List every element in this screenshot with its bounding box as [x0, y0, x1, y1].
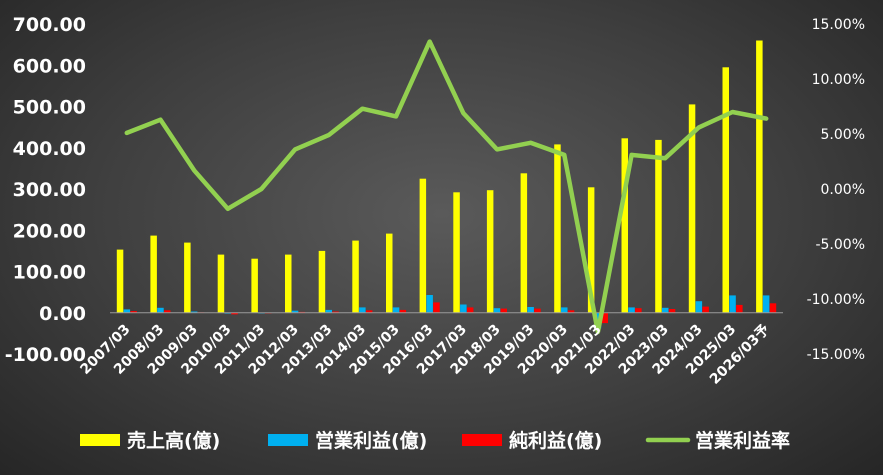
y-right-tick-label: -15.00% [807, 347, 865, 363]
bar-net-profit-6 [332, 311, 339, 313]
legend-swatch [268, 434, 308, 446]
legend-label: 営業利益(億) [315, 429, 427, 452]
y-right-tick-label: 0.00% [821, 182, 865, 198]
bar-sales-9 [419, 178, 427, 313]
bar-operating-profit-17 [695, 301, 703, 313]
y-left-tick-label: -100.00 [5, 344, 86, 366]
bar-sales-1 [150, 235, 157, 313]
y-left-tick-label: 400.00 [13, 138, 86, 160]
line-layer [124, 39, 769, 335]
y-left-tick-label: 500.00 [13, 97, 86, 119]
bar-net-profit-17 [702, 306, 709, 313]
y-left-tick-label: 700.00 [13, 14, 86, 36]
bar-net-profit-15 [635, 308, 642, 313]
bar-net-profit-11 [500, 308, 507, 313]
y-right-tick-label: -10.00% [807, 292, 865, 308]
bar-operating-profit-6 [325, 309, 332, 313]
legend-swatch [80, 434, 120, 446]
bar-operating-profit-1 [157, 307, 164, 313]
bar-sales-5 [285, 254, 292, 313]
bar-sales-0 [116, 249, 124, 313]
legend-swatch [462, 434, 502, 446]
bar-operating-profit-0 [123, 309, 131, 313]
bar-net-profit-9 [433, 302, 440, 313]
bar-operating-profit-18 [729, 295, 736, 313]
x-axis: 2007/032008/032009/032010/032011/032012/… [77, 322, 773, 388]
legend: 売上高(億) 営業利益(億) 純利益(億) 営業利益率 [80, 429, 790, 452]
bar-sales-10 [453, 192, 460, 313]
bar-operating-profit-16 [662, 307, 669, 313]
bar-sales-12 [520, 173, 528, 313]
y-axis-right: -15.00% -10.00% -5.00% 0.00% 5.00% 10.00% 15.0… [807, 17, 865, 363]
bar-operating-profit-5 [291, 310, 299, 313]
bar-net-profit-1 [164, 310, 171, 313]
bar-net-profit-7 [365, 310, 373, 313]
bar-sales-2 [184, 242, 191, 313]
bar-sales-6 [318, 250, 326, 313]
y-left-tick-label: 200.00 [13, 220, 86, 242]
bar-sales-3 [217, 254, 225, 313]
y-left-tick-label: 100.00 [13, 262, 86, 284]
legend-label: 純利益(億) [509, 429, 602, 452]
bar-sales-8 [386, 233, 393, 313]
bar-operating-profit-8 [392, 307, 400, 313]
bar-net-profit-10 [466, 307, 474, 313]
bar-sales-15 [621, 138, 628, 313]
legend-label: 売上高(億) [127, 429, 220, 452]
bars-layer [110, 40, 783, 329]
bar-operating-profit-19 [762, 295, 770, 313]
bar-sales-11 [486, 190, 494, 313]
y-left-tick-label: 600.00 [13, 55, 86, 77]
bar-operating-profit-11 [493, 308, 501, 313]
y-left-tick-label: 0.00 [39, 303, 86, 325]
y-right-tick-label: 15.00% [812, 17, 865, 33]
y-right-tick-label: -5.00% [815, 237, 865, 253]
y-right-tick-label: 5.00% [821, 127, 865, 143]
bar-operating-profit-12 [527, 307, 534, 313]
bar-net-profit-19 [769, 303, 777, 313]
bar-operating-profit-10 [460, 304, 467, 313]
bar-sales-19 [756, 40, 763, 313]
bar-sales-13 [554, 144, 561, 313]
bar-sales-7 [352, 240, 359, 313]
y-right-tick-label: 10.00% [812, 72, 865, 88]
y-left-tick-label: 300.00 [13, 179, 86, 201]
bar-net-profit-16 [668, 309, 676, 313]
bar-sales-4 [251, 258, 258, 313]
bar-sales-18 [722, 67, 729, 313]
bar-operating-profit-7 [359, 307, 366, 313]
bar-net-profit-0 [130, 311, 137, 313]
bar-sales-16 [655, 139, 662, 313]
bar-operating-profit-13 [561, 307, 568, 313]
bar-net-profit-13 [567, 310, 575, 313]
bar-net-profit-14 [601, 312, 608, 324]
bar-net-profit-3 [231, 312, 238, 315]
bar-sales-17 [688, 104, 696, 313]
legend-label: 営業利益率 [695, 429, 790, 452]
y-axis-left: -100.00 0.00 100.00 200.00 300.00 400.00 500.0… [5, 14, 86, 366]
bar-sales-14 [587, 187, 595, 313]
bar-operating-profit-9 [426, 295, 433, 313]
bar-net-profit-18 [736, 304, 743, 313]
bar-net-profit-8 [399, 309, 407, 313]
bar-operating-profit-2 [190, 311, 198, 313]
bar-net-profit-12 [534, 308, 541, 313]
series-line-operating-margin [124, 39, 769, 335]
bar-operating-profit-15 [628, 307, 635, 313]
